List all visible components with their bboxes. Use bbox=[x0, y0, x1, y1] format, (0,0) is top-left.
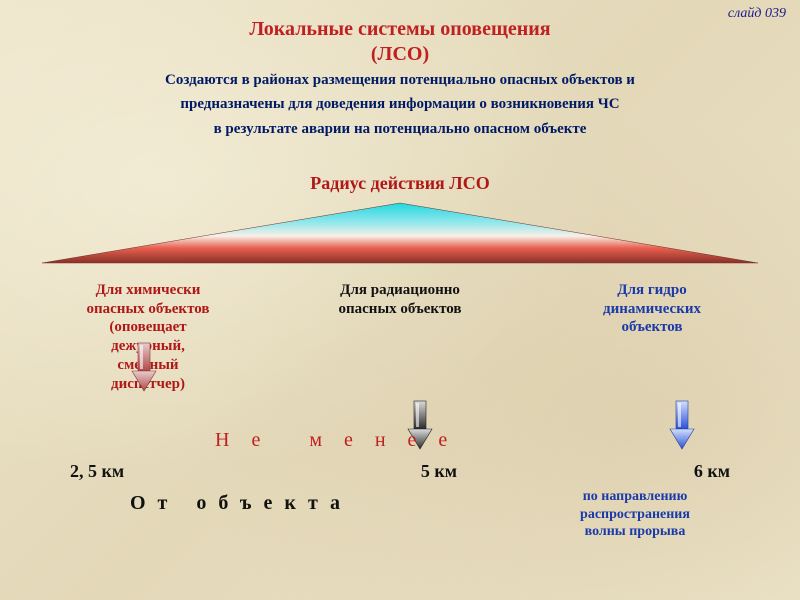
slide-content: Локальные системы оповещения (ЛСО) Созда… bbox=[0, 0, 800, 551]
bottom-row: От объекта по направлению распространени… bbox=[30, 488, 770, 541]
col1-l3: (оповещает bbox=[38, 318, 258, 337]
arrow-hydro-icon bbox=[668, 399, 696, 451]
from-object-label: От объекта bbox=[130, 492, 352, 515]
subtitle-line-2: предназначены для доведения информации о… bbox=[30, 94, 770, 114]
wave-note: по направлению распространения волны про… bbox=[520, 488, 750, 541]
col2-l1: Для радиационно bbox=[290, 281, 510, 300]
wave-note-l2: распространения bbox=[520, 506, 750, 524]
values-row: 2, 5 км 5 км 6 км bbox=[30, 461, 770, 482]
col3-l3: объектов bbox=[542, 318, 762, 337]
col2-l2: опасных объектов bbox=[290, 300, 510, 319]
value-hydro: 6 км bbox=[694, 461, 730, 482]
wave-note-l1: по направлению bbox=[520, 488, 750, 506]
col1-l2: опасных объектов bbox=[38, 300, 258, 319]
col3-l2: динамических bbox=[542, 300, 762, 319]
value-chemical: 2, 5 км bbox=[70, 461, 124, 482]
col3-l1: Для гидро bbox=[542, 281, 762, 300]
arrow-chemical-icon bbox=[130, 341, 158, 393]
subtitle-line-3: в результате аварии на потенциально опас… bbox=[30, 119, 770, 139]
wave-note-l3: волны прорыва bbox=[520, 523, 750, 541]
title-line-1: Локальные системы оповещения bbox=[30, 18, 770, 41]
pyramid-region: Радиус действия ЛСО bbox=[30, 173, 770, 273]
pyramid-icon bbox=[40, 201, 760, 265]
no-less-than-label: Не менее bbox=[215, 429, 469, 452]
radius-label: Радиус действия ЛСО bbox=[30, 173, 770, 194]
value-radiation: 5 км bbox=[421, 461, 457, 482]
column-radiation: Для радиационно опасных объектов bbox=[290, 281, 510, 394]
column-hydro: Для гидро динамических объектов bbox=[542, 281, 762, 394]
subtitle-line-1: Создаются в районах размещения потенциал… bbox=[30, 70, 770, 90]
title-line-2: (ЛСО) bbox=[30, 43, 770, 66]
arrows-row: Не менее bbox=[30, 399, 770, 459]
col1-l1: Для химически bbox=[38, 281, 258, 300]
